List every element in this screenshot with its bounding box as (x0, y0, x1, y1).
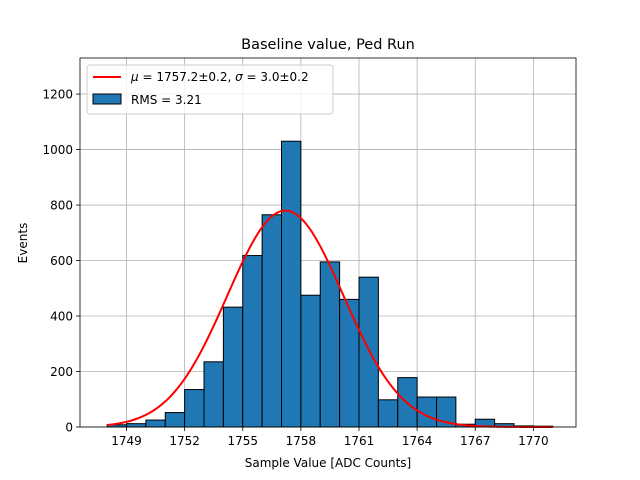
gaussian-fit-curve (107, 209, 553, 428)
legend-hist-label: RMS = 3.21 (131, 93, 202, 107)
x-tick-label: 1755 (227, 434, 258, 448)
x-tick-label: 1749 (111, 434, 142, 448)
histogram-bar (164, 412, 186, 428)
legend-box (86, 64, 334, 115)
fit-curve-layer (107, 209, 553, 428)
y-axis-label: Events (16, 223, 30, 264)
histogram-bar (145, 419, 166, 428)
legend-hist-swatch (92, 93, 122, 105)
histogram-bar (377, 399, 399, 428)
legend-sigma-value: = 3.0±0.2 (243, 70, 309, 84)
plot-frame (79, 57, 577, 428)
legend-mu-value: = 1757.2±0.2, (139, 70, 235, 84)
y-axis-ticks: 0 200 400 600 800 1000 1200 (42, 88, 80, 435)
x-axis-label: Sample Value [ADC Counts] (245, 456, 411, 470)
histogram-bar (126, 423, 147, 428)
histogram-bar (339, 298, 360, 428)
x-tick-label: 1770 (518, 434, 549, 448)
histogram-bar (358, 276, 379, 428)
histogram-bar (281, 140, 302, 428)
x-tick-label: 1764 (402, 434, 433, 448)
y-tick-label: 600 (50, 254, 73, 268)
legend-fit-label: μ = 1757.2±0.2, σ = 3.0±0.2 (130, 70, 309, 84)
y-tick-label: 1000 (42, 143, 73, 157)
x-tick-label: 1752 (169, 434, 200, 448)
x-tick-label: 1758 (286, 434, 317, 448)
histogram-bars (106, 140, 554, 428)
y-tick-label: 800 (50, 199, 73, 213)
histogram-bar (261, 214, 282, 428)
histogram-bar (242, 255, 263, 428)
histogram-bar (184, 389, 205, 428)
y-tick-label: 400 (50, 310, 73, 324)
x-axis-ticks: 1749 1752 1755 1758 1761 1764 1767 1770 (111, 427, 549, 448)
y-tick-label: 200 (50, 365, 73, 379)
histogram-bar (319, 261, 341, 428)
histogram-bar (222, 306, 244, 428)
legend-sigma-symbol: σ (235, 70, 243, 84)
y-tick-label: 1200 (42, 88, 73, 102)
histogram-bar (300, 294, 321, 428)
x-tick-label: 1767 (460, 434, 491, 448)
x-tick-label: 1761 (344, 434, 375, 448)
legend-mu-symbol: μ (130, 70, 139, 84)
y-tick-label: 0 (65, 421, 73, 435)
legend: μ = 1757.2±0.2, σ = 3.0±0.2 RMS = 3.21 (86, 64, 334, 115)
histogram-bar (203, 361, 224, 428)
chart-title: Baseline value, Ped Run (241, 37, 415, 53)
